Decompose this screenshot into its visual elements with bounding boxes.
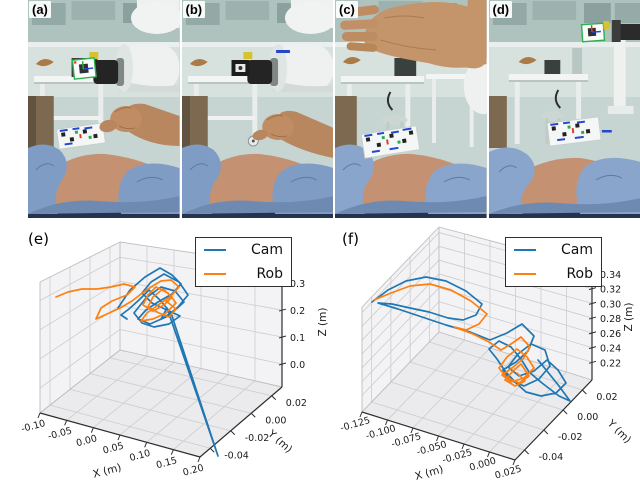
svg-text:-0.04: -0.04 [224, 450, 249, 461]
photo-c: (c) [335, 0, 487, 218]
fiducial-marker-board [546, 116, 601, 147]
svg-text:-0.04: -0.04 [539, 452, 564, 463]
svg-text:0.28: 0.28 [600, 314, 621, 325]
legend-e: Cam Rob [195, 237, 292, 287]
z-axis-label: Z (m) [317, 308, 329, 337]
legend-entry-rob: Rob [204, 266, 283, 282]
plot-f: -0.125 -0.100 -0.075 -0.050 -0.025 0.000 0.025… [330, 220, 640, 488]
legend-label-cam: Cam [251, 242, 283, 258]
svg-text:0.10: 0.10 [128, 448, 151, 464]
x-axis-label: X (m) [92, 462, 123, 481]
panel-label-e: (e) [28, 230, 49, 248]
svg-text:0.2: 0.2 [290, 306, 305, 317]
camera [93, 60, 119, 84]
panel-label-c: (c) [336, 1, 358, 18]
robot-arm [242, 0, 333, 92]
surgical-drape [335, 144, 487, 214]
rob-line-swatch [204, 272, 226, 276]
overlay-annotation [275, 50, 290, 53]
photo-row: (a) [28, 0, 640, 218]
legend-entry-rob: Rob [514, 266, 593, 282]
operator-hand [99, 103, 180, 146]
photo-a: (a) [28, 0, 180, 218]
fiducial-marker-board [360, 125, 421, 159]
legend-f: Cam Rob [505, 237, 602, 287]
photo-d: (d) [488, 0, 640, 218]
svg-text:0.24: 0.24 [600, 344, 621, 355]
surgical-drape [488, 147, 640, 214]
bench-marker-frame [231, 60, 249, 76]
operator-hand [251, 110, 333, 158]
plot-e: -0.10 -0.05 0.00 0.05 0.10 0.15 0.20 0.02 0.00 -0… [0, 220, 335, 488]
legend-label-rob: Rob [256, 266, 283, 282]
robot-arm [463, 58, 487, 114]
svg-text:0.32: 0.32 [600, 285, 621, 296]
x-axis-label: X (m) [414, 463, 445, 483]
svg-text:0.20: 0.20 [182, 463, 205, 479]
photo-b: (b) [181, 0, 333, 218]
rob-trajectory [55, 279, 180, 322]
panel-label-b: (b) [182, 1, 206, 18]
panel-label-d: (d) [489, 1, 513, 18]
svg-text:0.02: 0.02 [286, 398, 307, 409]
z-axis-label: Z (m) [623, 303, 635, 332]
lab-bench [181, 64, 271, 150]
panel-label-a: (a) [29, 1, 51, 18]
surgical-drape [181, 144, 333, 214]
rob-line-swatch [514, 272, 536, 276]
svg-text:0.025: 0.025 [494, 464, 523, 482]
lab-bench [335, 58, 487, 150]
lab-bench [488, 48, 588, 148]
legend-label-rob: Rob [566, 266, 593, 282]
legend-entry-cam: Cam [204, 242, 283, 258]
robot-arm [89, 0, 180, 92]
svg-text:0.34: 0.34 [600, 270, 621, 281]
surgical-drape [28, 144, 180, 214]
photo-c-scene [335, 0, 487, 218]
camera [619, 24, 640, 40]
cam-trajectory [371, 276, 571, 402]
svg-text:0.00: 0.00 [265, 415, 286, 426]
overlay-annotation [601, 130, 612, 133]
y-axis-label: Y (m) [604, 417, 633, 446]
svg-text:0.00: 0.00 [75, 433, 98, 449]
svg-text:0.22: 0.22 [600, 358, 621, 369]
svg-text:0.05: 0.05 [102, 441, 125, 457]
legend-label-cam: Cam [561, 242, 593, 258]
tracked-marker-card [71, 57, 97, 80]
svg-text:0.00: 0.00 [577, 412, 598, 423]
photo-d-scene [488, 0, 640, 218]
svg-text:0.02: 0.02 [596, 392, 617, 403]
photo-b-scene [181, 0, 333, 218]
svg-text:0.26: 0.26 [600, 329, 621, 340]
cam-line-swatch [514, 248, 536, 252]
rob-trajectory [373, 283, 535, 387]
camera-mount [269, 58, 278, 86]
tracked-marker-card [580, 20, 610, 43]
svg-text:0.30: 0.30 [600, 299, 621, 310]
panel-label-f: (f) [342, 230, 359, 248]
svg-text:0.15: 0.15 [155, 455, 178, 471]
fiducial-marker-board [56, 122, 106, 150]
legend-entry-cam: Cam [514, 242, 593, 258]
svg-text:0.0: 0.0 [290, 360, 305, 371]
camera [246, 60, 272, 84]
robot-column [607, 20, 640, 114]
svg-text:-0.02: -0.02 [245, 433, 270, 444]
svg-text:0.1: 0.1 [290, 333, 305, 344]
cam-line-swatch [204, 248, 226, 252]
svg-text:-0.02: -0.02 [558, 432, 583, 443]
svg-text:0.3: 0.3 [290, 279, 305, 290]
photo-a-scene [28, 0, 180, 218]
svg-text:-0.05: -0.05 [47, 425, 74, 442]
svg-text:-0.10: -0.10 [20, 418, 47, 435]
